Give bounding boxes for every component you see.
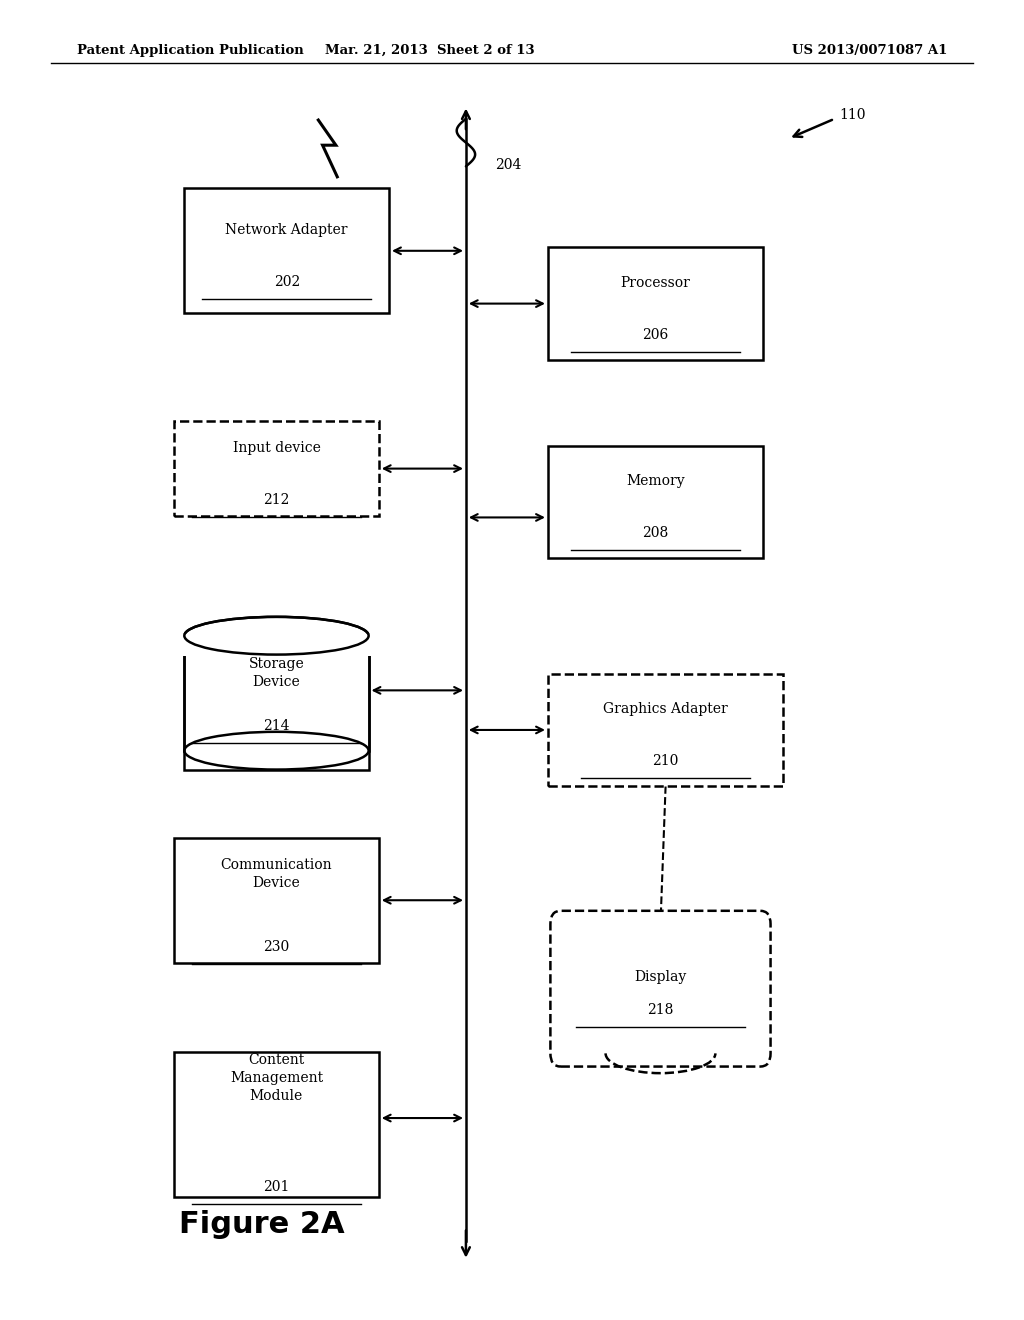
Text: US 2013/0071087 A1: US 2013/0071087 A1 xyxy=(792,44,947,57)
Text: Network Adapter: Network Adapter xyxy=(225,223,348,238)
Text: 201: 201 xyxy=(263,1180,290,1193)
Text: Storage
Device: Storage Device xyxy=(249,657,304,689)
Text: Content
Management
Module: Content Management Module xyxy=(230,1053,323,1104)
Bar xyxy=(548,673,783,785)
Text: 210: 210 xyxy=(652,754,679,768)
Text: 110: 110 xyxy=(840,108,866,121)
Text: Processor: Processor xyxy=(621,276,690,290)
Text: 206: 206 xyxy=(642,327,669,342)
Bar xyxy=(182,635,371,656)
Bar xyxy=(184,636,369,770)
Text: 204: 204 xyxy=(495,158,521,172)
Ellipse shape xyxy=(184,616,369,655)
Text: 214: 214 xyxy=(263,719,290,733)
Text: Mar. 21, 2013  Sheet 2 of 13: Mar. 21, 2013 Sheet 2 of 13 xyxy=(326,44,535,57)
Text: Graphics Adapter: Graphics Adapter xyxy=(603,702,728,717)
Text: Input device: Input device xyxy=(232,441,321,455)
FancyBboxPatch shape xyxy=(551,911,770,1067)
Text: 230: 230 xyxy=(263,940,290,954)
Text: Communication
Device: Communication Device xyxy=(220,858,333,890)
Text: Display: Display xyxy=(634,970,687,983)
Text: 202: 202 xyxy=(273,275,300,289)
Bar xyxy=(184,187,389,313)
Text: 208: 208 xyxy=(642,525,669,540)
Text: Memory: Memory xyxy=(626,474,685,488)
Bar xyxy=(548,248,763,359)
Text: Figure 2A: Figure 2A xyxy=(179,1210,345,1239)
Bar xyxy=(548,446,763,557)
Text: Patent Application Publication: Patent Application Publication xyxy=(77,44,303,57)
Text: 218: 218 xyxy=(647,1003,674,1016)
Bar xyxy=(174,421,379,516)
Ellipse shape xyxy=(184,731,369,770)
Text: 212: 212 xyxy=(263,492,290,507)
Bar xyxy=(174,837,379,964)
Bar xyxy=(174,1052,379,1197)
